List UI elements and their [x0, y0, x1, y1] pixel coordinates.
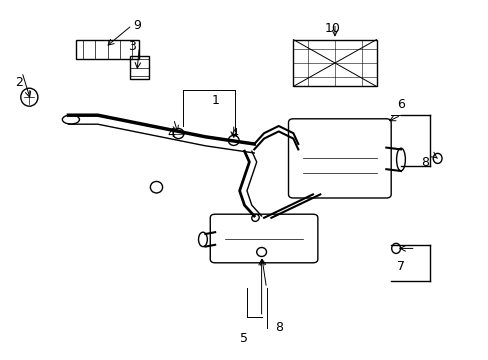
Text: 5: 5 [240, 332, 248, 345]
Text: 4: 4 [230, 127, 238, 140]
Text: 2: 2 [16, 76, 23, 89]
Text: 8: 8 [421, 156, 428, 168]
Text: 7: 7 [396, 260, 404, 273]
Text: 6: 6 [396, 98, 404, 111]
Text: 3: 3 [128, 40, 136, 53]
Text: 8: 8 [274, 321, 282, 334]
Text: 10: 10 [324, 22, 340, 35]
Text: 1: 1 [211, 94, 219, 107]
Text: 9: 9 [133, 19, 141, 32]
Text: 4: 4 [167, 127, 175, 140]
